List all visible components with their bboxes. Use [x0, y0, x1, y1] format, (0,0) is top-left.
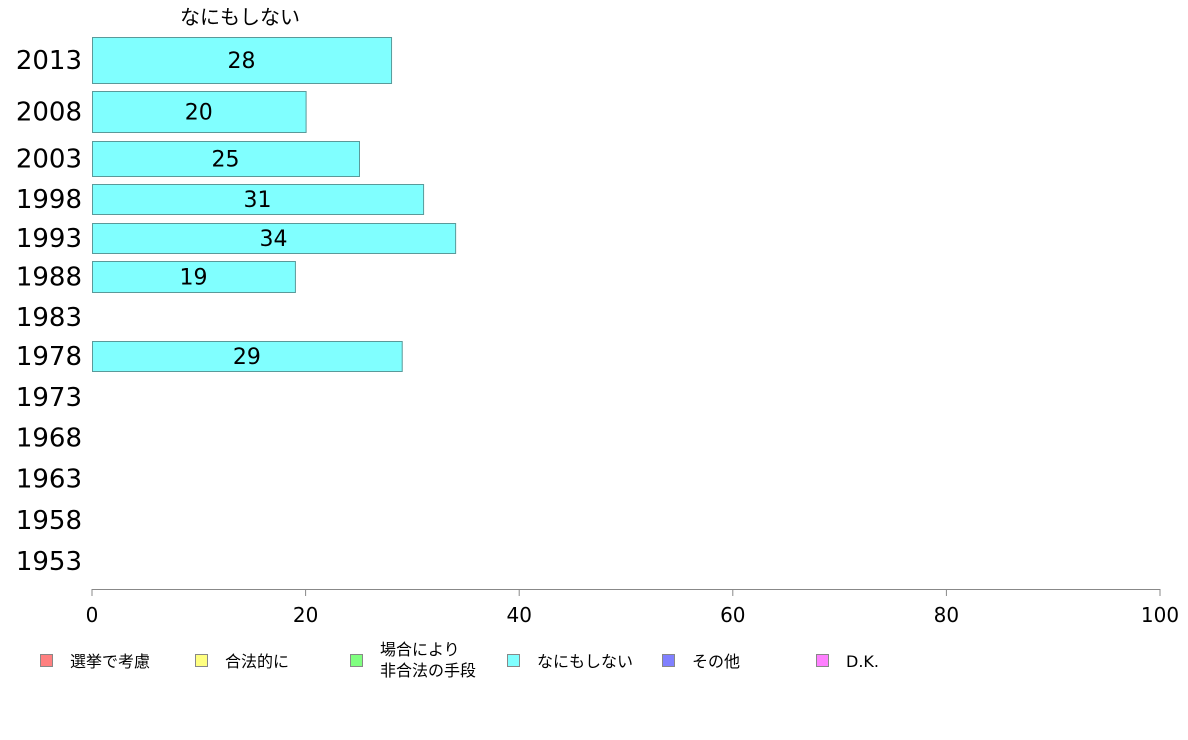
bar: [92, 341, 403, 372]
bar: [92, 141, 360, 177]
legend-swatch: [816, 654, 829, 667]
x-axis: 0 20 40 60 80 100: [86, 589, 1179, 627]
category-label: 1998: [16, 185, 82, 215]
bar: [92, 223, 457, 254]
category-label: 1953: [16, 547, 82, 577]
category-label: 1993: [16, 224, 82, 254]
legend-swatch: [195, 654, 208, 667]
category-label: 1978: [16, 342, 82, 372]
chart-title: なにもしない: [180, 5, 300, 29]
category-label: 1963: [16, 465, 82, 495]
x-tick-label: 80: [934, 603, 959, 627]
legend-label: なにもしない: [537, 652, 633, 671]
legend-label-line: 場合により: [380, 640, 460, 659]
x-tick-label: 40: [506, 603, 531, 627]
legend-label: D.K.: [846, 652, 879, 671]
category-label: 2013: [16, 46, 82, 76]
legend-label-line: 非合法の手段: [380, 661, 476, 680]
bar: [92, 261, 296, 293]
category-label: 1968: [16, 424, 82, 454]
bar: [92, 37, 393, 84]
legend-label: 場合により非合法の手段: [380, 640, 476, 680]
data-label: 19: [179, 266, 207, 291]
x-tick-label: 20: [293, 603, 318, 627]
category-label: 1958: [16, 506, 82, 536]
legend-swatch: [662, 654, 675, 667]
category-label: 2008: [16, 98, 82, 128]
data-label: 28: [228, 49, 256, 74]
data-label: 31: [244, 188, 272, 213]
data-label: 34: [260, 227, 288, 252]
legend-label: 合法的に: [225, 652, 289, 671]
x-tick-label: 60: [720, 603, 745, 627]
bar: [92, 184, 425, 215]
category-label: 2003: [16, 145, 82, 175]
legend-label: 選挙で考慮: [70, 652, 150, 671]
data-label: 20: [185, 101, 213, 126]
category-label: 1983: [16, 303, 82, 333]
legend-label: その他: [692, 652, 740, 671]
bar: [92, 91, 307, 133]
category-label: 1988: [16, 263, 82, 293]
legend-swatch: [40, 654, 53, 667]
data-label: 25: [212, 148, 240, 173]
category-labels: 2013 2008 2003 1998 1993 1988 1983 1978 1973 1968…: [16, 46, 82, 577]
legend-swatch: [350, 654, 363, 667]
data-label: 29: [233, 345, 261, 370]
x-tick-label: 0: [86, 603, 99, 627]
x-tick-label: 100: [1141, 603, 1179, 627]
category-label: 1973: [16, 383, 82, 413]
legend-swatch: [507, 654, 520, 667]
legend: 選挙で考慮 合法的に 場合により非合法の手段 なにもしない その他 D.K.: [40, 640, 879, 680]
